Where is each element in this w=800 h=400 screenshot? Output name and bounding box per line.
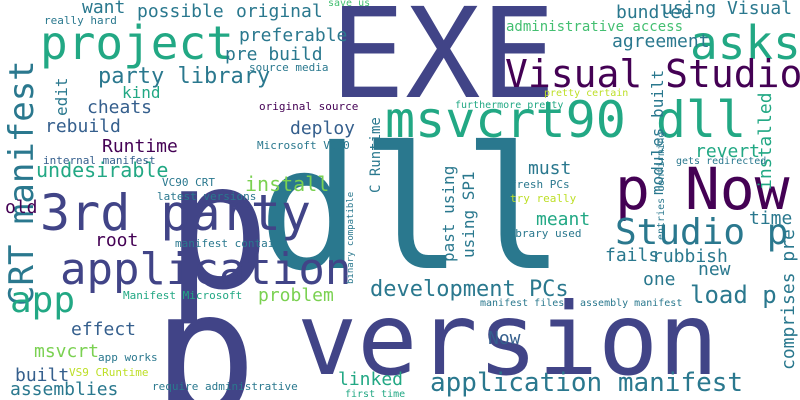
word-visual-studio: Visual Studio bbox=[505, 52, 800, 96]
word-app-works: app works bbox=[98, 351, 158, 364]
word-microsoft-vc90: Microsoft VC90 bbox=[257, 139, 350, 152]
word-first-time: first time bbox=[345, 389, 406, 400]
word-want: want bbox=[82, 0, 126, 18]
word-p: p bbox=[165, 126, 271, 329]
word-fresh-pcs: fresh PCs bbox=[510, 178, 570, 191]
word-source-media: source media bbox=[249, 61, 329, 74]
word-vs9-cruntime: VS9 CRuntime bbox=[69, 366, 149, 379]
word-time: time bbox=[749, 208, 793, 229]
word-cheats: cheats bbox=[87, 97, 153, 118]
word-past-using: past using bbox=[439, 165, 458, 262]
word-c-runtime: C Runtime bbox=[368, 117, 384, 193]
word-save-us: save us bbox=[328, 0, 371, 9]
word-meant: meant bbox=[536, 209, 591, 230]
word-dll: dll bbox=[258, 111, 566, 309]
word-root: root bbox=[95, 230, 139, 251]
word-fails: fails bbox=[605, 245, 660, 266]
word-rebuild: rebuild bbox=[45, 116, 121, 137]
word-assembly-manifest: assembly manifest bbox=[580, 298, 683, 309]
word-application: application bbox=[60, 244, 352, 295]
word-rubbish: rubbish bbox=[652, 246, 728, 267]
word-old: old bbox=[5, 197, 38, 218]
word-furthermore-pretty: furthermore pretty bbox=[455, 100, 564, 111]
word-version: version bbox=[297, 281, 719, 398]
word-administrative-access: administrative access bbox=[506, 19, 684, 35]
word-assemblies: assemblies bbox=[10, 379, 119, 400]
word-now: Now bbox=[488, 328, 521, 349]
word-one: one bbox=[643, 269, 676, 290]
word-project: project bbox=[40, 16, 234, 70]
word-linked: linked bbox=[338, 369, 404, 390]
word-built: built bbox=[15, 365, 70, 386]
word-manifest-contains: manifest contains bbox=[175, 237, 288, 250]
word-require-administrative: require administrative bbox=[152, 380, 298, 393]
word-3rd-party: 3rd party bbox=[40, 184, 311, 242]
word-p: p bbox=[152, 254, 258, 400]
word-must: must bbox=[528, 158, 572, 179]
word-deploy: deploy bbox=[290, 118, 356, 139]
word-internal-manifest: internal manifest bbox=[43, 154, 156, 167]
word-kind: kind bbox=[122, 83, 161, 102]
word-crt-manifest: CRT manifest bbox=[2, 60, 42, 306]
word-effect: effect bbox=[71, 319, 137, 340]
word-agreement: agreement bbox=[612, 31, 710, 52]
word-development-pcs: development PCs bbox=[370, 277, 569, 302]
word-bundled: bundled bbox=[616, 2, 692, 23]
word-really-hard: really hard bbox=[44, 14, 117, 27]
word-latest-versions: latest versions bbox=[157, 190, 257, 203]
word-install: install bbox=[245, 172, 330, 196]
word-edit: edit bbox=[52, 77, 71, 116]
word-pretty-certain: pretty certain bbox=[544, 88, 629, 99]
word-library-used: library used bbox=[502, 227, 582, 240]
word-party-library: party library bbox=[98, 64, 271, 89]
word-possible: possible bbox=[137, 1, 224, 22]
word-preferable: preferable bbox=[239, 25, 348, 46]
word-load-p: load p bbox=[690, 281, 777, 309]
word-gets-redirected: gets redirected bbox=[676, 156, 767, 167]
word-using-sp1: using SP1 bbox=[459, 171, 478, 258]
word-application-manifest: application manifest bbox=[430, 368, 744, 398]
word-new: new bbox=[698, 259, 731, 280]
word-entries-confirming: entries confirming bbox=[656, 131, 667, 240]
word-pre-build: pre build bbox=[225, 44, 323, 65]
word-msvcrt90-dll: msvcrt90 dll bbox=[385, 91, 747, 149]
word-runtime: Runtime bbox=[102, 136, 178, 157]
word-problem: problem bbox=[258, 285, 334, 306]
word-original: original bbox=[236, 1, 323, 22]
word-installed: installed bbox=[755, 92, 776, 190]
word-p-now: p Now bbox=[615, 155, 790, 223]
word-studio-p: Studio p bbox=[615, 212, 789, 253]
word-original-source: original source bbox=[259, 100, 359, 113]
word-exe: EXE bbox=[330, 0, 556, 127]
word-binary-compatible: binary compatible bbox=[346, 191, 356, 284]
word-comprises-pre: comprises pre bbox=[778, 229, 799, 370]
word-try-really: try really bbox=[510, 192, 577, 205]
word-asks: asks bbox=[690, 16, 800, 70]
word-revert: revert bbox=[695, 141, 761, 162]
word-msvcrt: msvcrt bbox=[34, 341, 100, 362]
word-undesirable: undesirable bbox=[36, 158, 169, 182]
word-manifest-files: manifest files bbox=[480, 298, 565, 309]
word-app: app bbox=[10, 280, 76, 321]
word-vc90-crt: VC90 CRT bbox=[162, 176, 215, 189]
word-using-visual: using Visual bbox=[662, 0, 793, 19]
word-manifest-microsoft: Manifest Microsoft bbox=[123, 289, 243, 302]
